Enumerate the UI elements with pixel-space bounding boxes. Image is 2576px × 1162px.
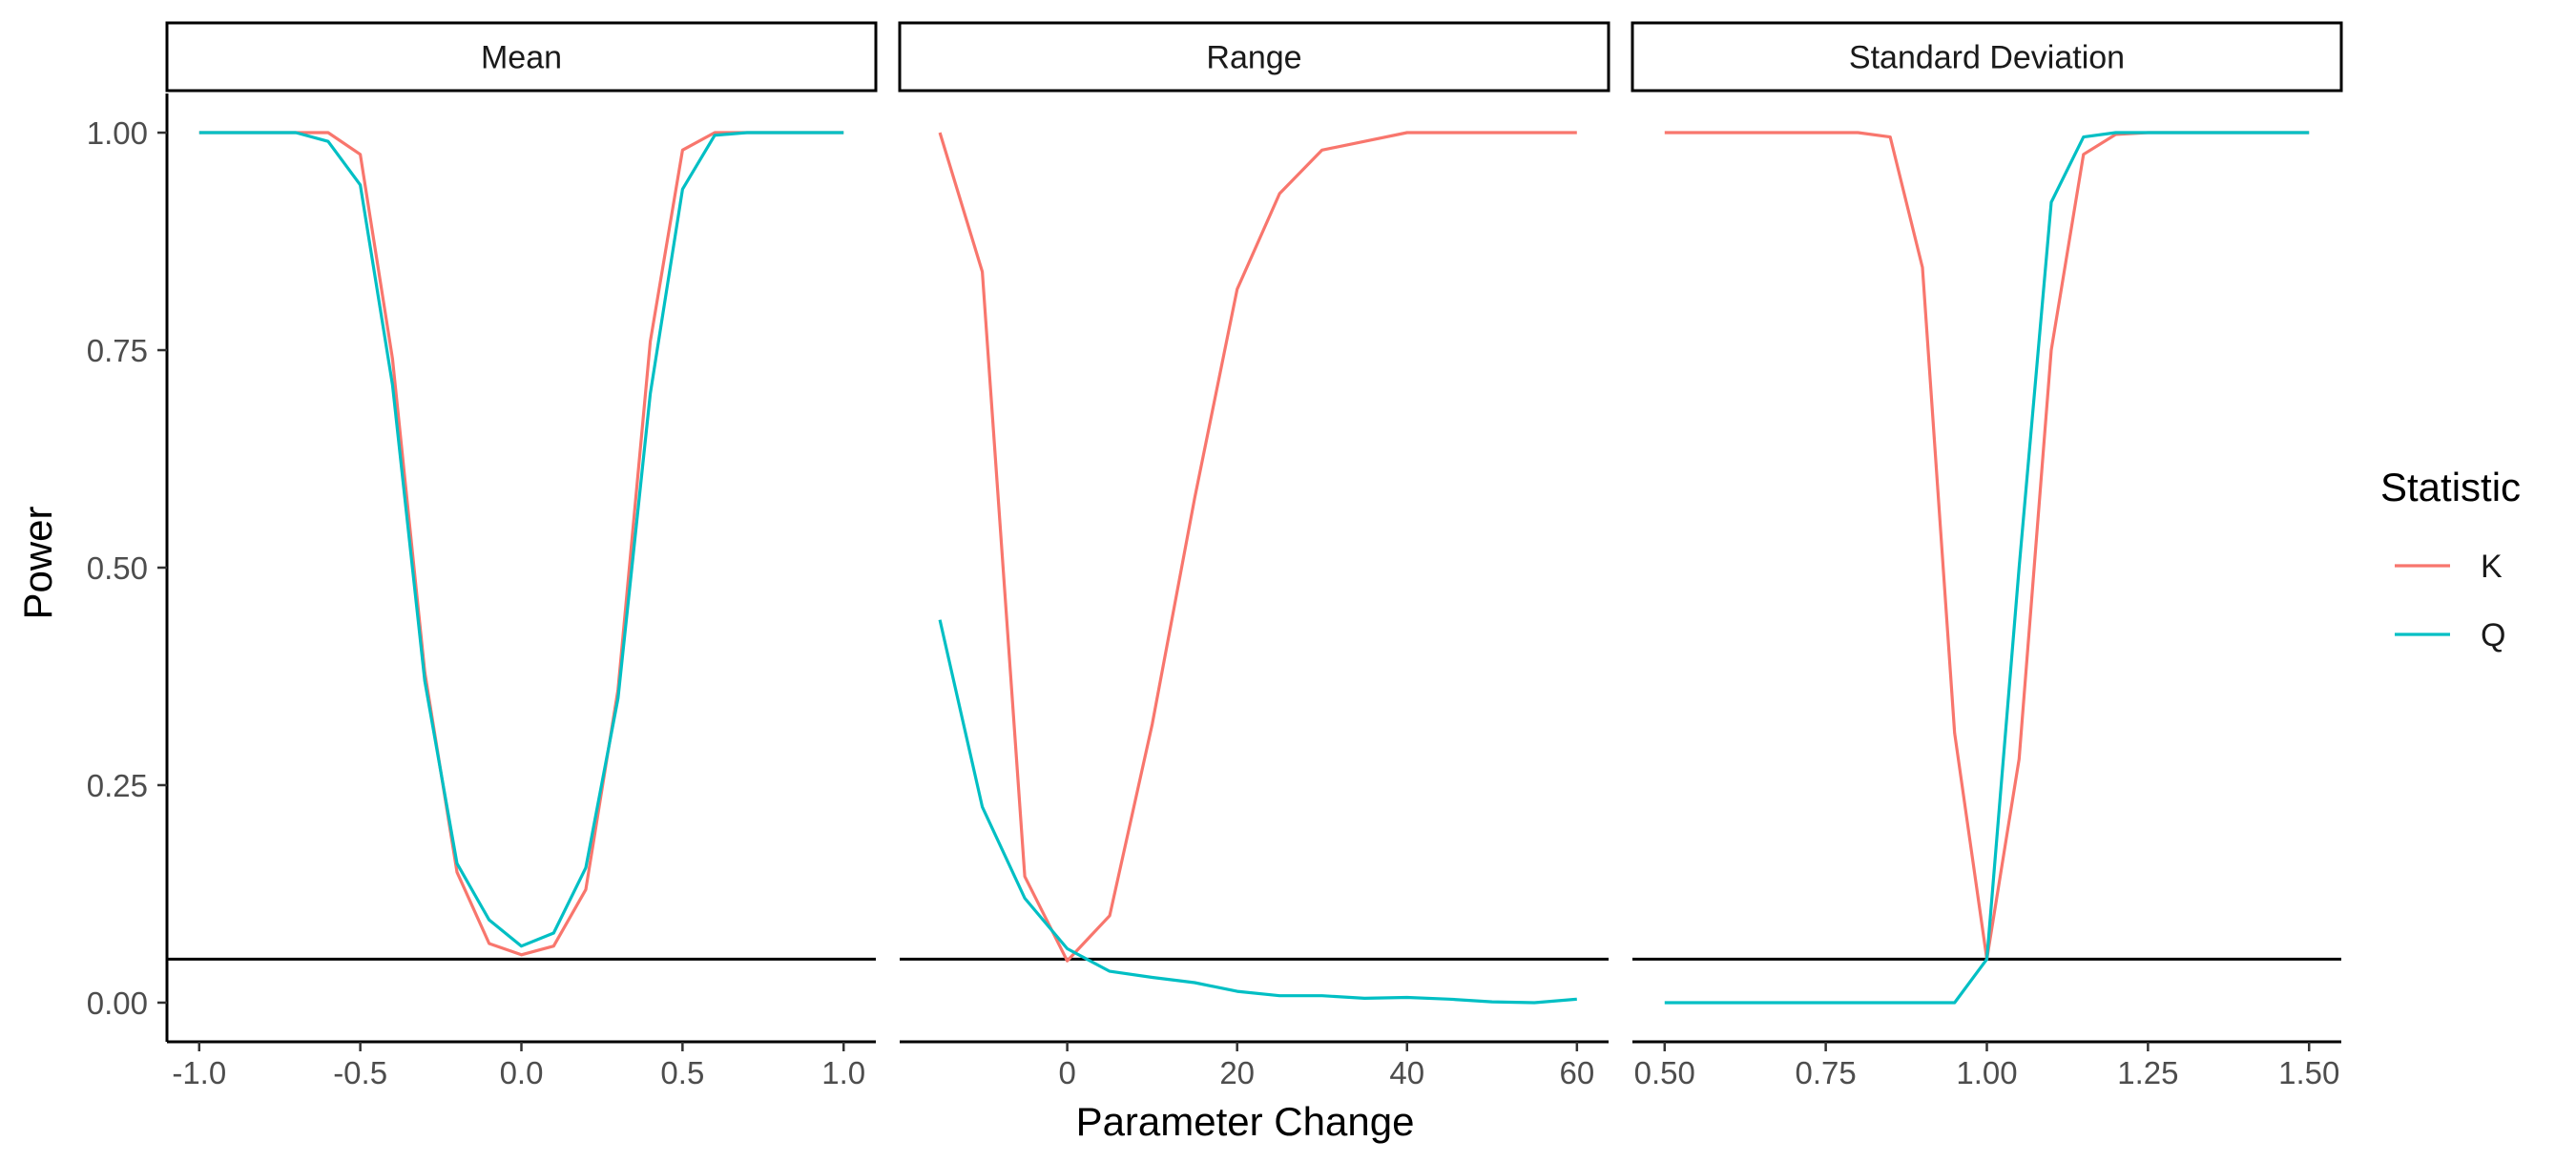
y-tick-label: 0.50 [87, 550, 148, 586]
y-axis-title: Power [15, 506, 60, 619]
series-line-k [1664, 131, 2310, 962]
x-tick-label: 1.25 [2117, 1055, 2178, 1090]
strip-label: Range [1206, 40, 1301, 76]
strip-box [898, 21, 1610, 93]
strip-box [165, 21, 878, 93]
x-tick-label: 0.0 [500, 1055, 544, 1090]
x-tick-label: 0.5 [660, 1055, 704, 1090]
x-tick-label: 60 [1559, 1055, 1594, 1090]
legend: Statistic KQ [2380, 465, 2521, 654]
y-tick-label: 0.25 [87, 768, 148, 803]
panels: Mean -1.0 -0.5 0.0 0.5 1.0 0.00 0.25 0.50 0.75 1.0… [87, 21, 2343, 1090]
x-tick-label: 1.0 [821, 1055, 865, 1090]
series-line-q [938, 619, 1577, 1005]
legend-title: Statistic [2380, 465, 2521, 509]
series-line-q [198, 131, 844, 948]
x-tick-label: 1.50 [2278, 1055, 2339, 1090]
legend-label-q: Q [2481, 617, 2505, 654]
y-tick-label: 0.00 [87, 986, 148, 1021]
series-line-q [1664, 131, 2310, 1005]
strip-box [1631, 21, 2343, 93]
x-tick-label: 0 [1058, 1055, 1075, 1090]
panel-standard-deviation: Standard Deviation 0.50 0.75 1.00 1.25 1.50 [1631, 21, 2343, 1090]
x-tick-label: -0.5 [333, 1055, 387, 1090]
x-tick-label: 20 [1219, 1055, 1255, 1090]
strip-label: Standard Deviation [1849, 40, 2125, 76]
x-tick-label: 0.75 [1796, 1055, 1857, 1090]
y-tick-label: 1.00 [87, 115, 148, 151]
x-tick-label: 1.00 [1956, 1055, 2017, 1090]
series-line-k [198, 131, 844, 957]
series-line-k [938, 131, 1577, 963]
x-tick-label: 0.50 [1634, 1055, 1695, 1090]
x-axis-title: Parameter Change [1076, 1099, 1415, 1144]
strip-label: Mean [481, 40, 562, 76]
legend-label-k: K [2481, 549, 2503, 585]
panel-mean: Mean -1.0 -0.5 0.0 0.5 1.0 0.00 0.25 0.50 0.75 1.0… [87, 21, 878, 1090]
y-tick-label: 0.75 [87, 333, 148, 368]
x-tick-label: -1.0 [172, 1055, 226, 1090]
x-tick-label: 40 [1389, 1055, 1424, 1090]
panel-range: Range 0 20 40 60 [898, 21, 1610, 1090]
